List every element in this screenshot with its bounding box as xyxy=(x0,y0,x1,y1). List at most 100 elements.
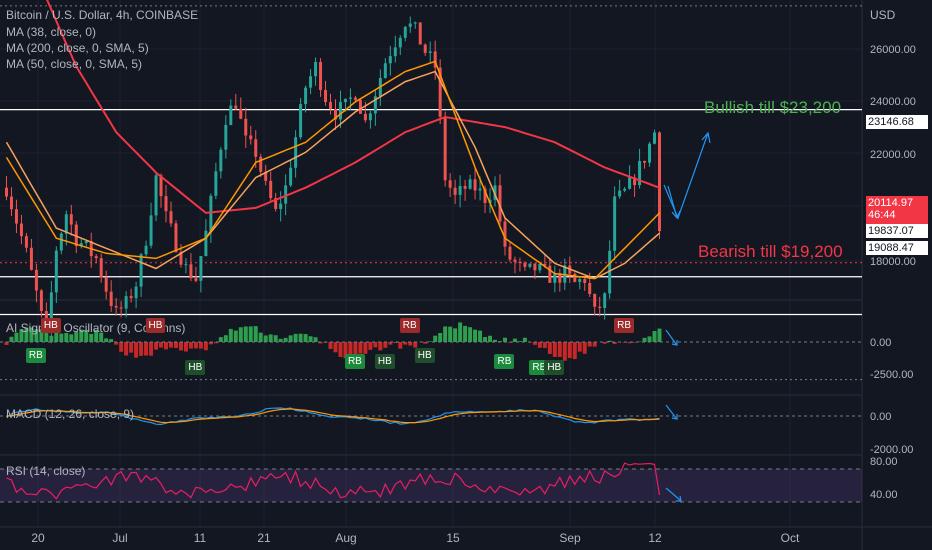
horizontal-levels xyxy=(0,5,862,381)
macd-legend[interactable]: MACD (12, 26, close, 9) xyxy=(6,407,135,421)
candle-body xyxy=(149,215,153,246)
x-tick-label: 15 xyxy=(446,531,460,545)
y-tick-label: -2000.00 xyxy=(870,444,913,456)
macd-line xyxy=(6,407,660,426)
candle-body xyxy=(19,223,23,237)
candle-body xyxy=(588,283,592,294)
candle-body xyxy=(418,22,422,45)
candle-body xyxy=(179,251,183,265)
signal-line xyxy=(6,408,660,424)
candle-body xyxy=(124,296,128,309)
candle-body xyxy=(264,171,268,181)
candle-body xyxy=(638,160,642,186)
grid xyxy=(0,0,862,527)
candle-body xyxy=(528,263,532,267)
candle-body xyxy=(468,179,472,189)
candle-body xyxy=(403,26,407,38)
candle-body xyxy=(224,124,228,150)
candle-body xyxy=(34,269,38,291)
candle-body xyxy=(653,132,657,144)
candle-body xyxy=(538,263,542,271)
candle-body xyxy=(279,203,283,209)
candle-body xyxy=(498,185,502,222)
candle-body xyxy=(343,98,347,103)
rsi-legend[interactable]: RSI (14, close) xyxy=(6,464,86,478)
candle-body xyxy=(319,61,323,91)
ma38-legend[interactable]: MA (38, close, 0) xyxy=(6,25,97,39)
candle-body xyxy=(478,188,482,191)
signal-badge: HB xyxy=(374,354,395,369)
x-tick-label: 12 xyxy=(648,531,662,545)
candle-body xyxy=(393,47,397,57)
candle-body xyxy=(139,254,143,287)
rsi-arrow xyxy=(665,487,682,502)
candle-body xyxy=(74,224,78,247)
candle-body xyxy=(79,243,83,247)
x-tick-label: Jul xyxy=(112,531,127,545)
x-tick-label: Oct xyxy=(781,531,800,545)
candle-body xyxy=(608,250,612,294)
rsi-line xyxy=(6,462,661,500)
candle-body xyxy=(473,179,477,191)
macd-lines xyxy=(0,404,862,426)
y-tick-label: 18000.00 xyxy=(870,256,916,268)
candle-body xyxy=(348,97,352,99)
y-tick-label: 24000.00 xyxy=(870,96,916,108)
candle-body xyxy=(383,63,387,78)
candle-body xyxy=(553,273,557,283)
candle-body xyxy=(299,104,303,138)
candle-body xyxy=(463,185,467,189)
ma200-legend[interactable]: MA (200, close, 0, SMA, 5) xyxy=(6,41,149,55)
ma50-line xyxy=(5,70,660,280)
x-tick-label: 20 xyxy=(31,531,45,545)
y-tick-label: 0.00 xyxy=(870,411,891,423)
candle-body xyxy=(84,241,88,244)
candle-body xyxy=(428,51,432,53)
resistance-price-tag: 23146.68 xyxy=(866,115,928,129)
candle-body xyxy=(109,291,113,307)
signal-badge: HB xyxy=(145,318,166,333)
candle-body xyxy=(603,293,607,309)
candle-body xyxy=(628,177,632,189)
candle-body xyxy=(114,306,118,308)
candle-body xyxy=(294,137,298,168)
x-tick-label: 11 xyxy=(194,531,207,545)
candle-body xyxy=(338,102,342,120)
candle-body xyxy=(658,132,662,232)
candle-body xyxy=(69,214,73,225)
x-tick-label: Sep xyxy=(559,531,581,545)
candle-body xyxy=(219,149,223,172)
y-tick-label: 40.00 xyxy=(870,489,898,501)
ma200-line xyxy=(46,0,660,214)
signal-badge: HB xyxy=(40,318,61,333)
candle-body xyxy=(573,273,577,282)
candle-body xyxy=(289,167,293,186)
candle-body xyxy=(54,250,58,293)
symbol-title: Bitcoin / U.S. Dollar, 4h, COINBASE xyxy=(6,8,199,22)
candle-body xyxy=(518,261,522,263)
candle-body xyxy=(304,87,308,105)
candle-body xyxy=(513,259,517,262)
candle-body xyxy=(9,196,13,210)
bar-countdown: 46:44 xyxy=(868,209,896,221)
candle-body xyxy=(119,307,123,309)
candle-body xyxy=(508,246,512,260)
moving-averages xyxy=(5,0,661,280)
y-tick-label: 80.00 xyxy=(870,456,898,468)
ma50-legend[interactable]: MA (50, close, 0, SMA, 5) xyxy=(6,57,143,71)
candle-body xyxy=(433,51,437,68)
candle-body xyxy=(254,139,258,157)
candle-body xyxy=(29,247,33,270)
y-axis-ticks: 26000.00 24000.00 22000.00 18000.00 0.00 -250… xyxy=(870,44,916,501)
candle-body xyxy=(443,116,447,181)
candle-body xyxy=(269,180,273,199)
candle-body xyxy=(423,44,427,53)
y-tick-label: -2500.00 xyxy=(870,369,913,381)
current-price-value: 20114.97 xyxy=(868,197,914,209)
candle-body xyxy=(583,279,587,284)
candle-body xyxy=(388,56,392,64)
candle-body xyxy=(329,102,333,110)
bearish-annotation: Bearish till $19,200 xyxy=(698,242,843,261)
candle-body xyxy=(438,67,442,117)
